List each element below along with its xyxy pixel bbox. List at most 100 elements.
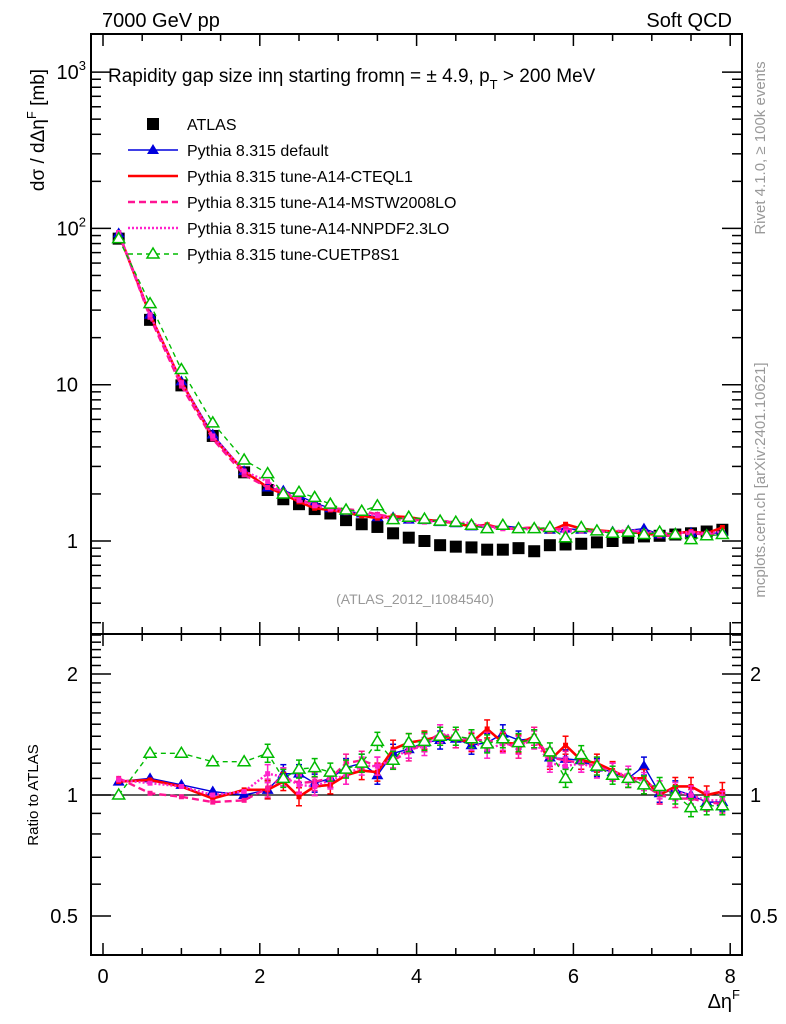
- main-plot-title-sub: T: [490, 77, 498, 92]
- ratio-data-point: [401, 735, 417, 748]
- ratio-data-point: [511, 735, 526, 748]
- main-data-point: [210, 433, 216, 439]
- main-series-line: [117, 232, 723, 535]
- ratio-data-point: [174, 745, 189, 759]
- main-data-point: [590, 536, 603, 549]
- main-y-axis-label-sup: F: [24, 111, 39, 119]
- rivet-version-label: Rivet 4.1.0, ≥ 100k events: [752, 61, 769, 234]
- ratio-data-point: [688, 792, 694, 798]
- x-axis-label-text: Δη: [708, 991, 732, 1013]
- main-series-pythia-8-315-tune-a14-mstw2008lo: [116, 230, 725, 539]
- legend-label: ATLAS: [187, 117, 237, 134]
- main-data-point: [275, 486, 291, 499]
- ratio-data-point: [111, 787, 127, 800]
- main-data-point: [528, 545, 541, 558]
- main-data-point: [605, 525, 620, 539]
- main-data-point: [448, 514, 464, 527]
- ratio-data-point: [605, 767, 620, 780]
- main-data-point: [575, 537, 588, 550]
- main-data-point: [142, 296, 158, 309]
- ratio-data-point: [620, 770, 636, 784]
- ratio-data-point: [265, 785, 271, 791]
- main-data-point: [291, 484, 307, 498]
- main-y-axis-label-unit: [mb]: [28, 69, 49, 111]
- main-data-point: [312, 503, 318, 509]
- main-data-point: [387, 527, 400, 540]
- main-series-line: [117, 232, 723, 537]
- ratio-y-tick-label: 1: [67, 785, 78, 807]
- main-data-point: [307, 489, 323, 503]
- main-data-point: [210, 436, 216, 442]
- main-data-point: [354, 503, 370, 517]
- main-data-point: [495, 517, 511, 531]
- legend-item: ATLAS: [147, 117, 237, 134]
- ratio-data-point: [147, 777, 153, 783]
- main-data-point: [715, 527, 730, 540]
- main-data-point: [542, 520, 558, 533]
- ratio-y-tick-label-right: 2: [750, 664, 761, 686]
- main-data-point: [174, 362, 189, 375]
- main-series-atlas: [112, 232, 729, 558]
- main-plot-title-text: Rapidity gap size inη starting fromη = ±…: [108, 66, 490, 87]
- analysis-watermark: (ATLAS_2012_I1084540): [336, 591, 494, 607]
- ratio-y-axis-label: Ratio to ATLAS: [25, 744, 42, 845]
- main-data-point: [265, 479, 271, 485]
- main-data-point: [636, 527, 652, 540]
- main-data-point: [402, 531, 415, 544]
- x-axis-label-sup: F: [732, 987, 740, 1002]
- main-data-point: [573, 520, 589, 533]
- ratio-data-point: [699, 798, 715, 811]
- main-data-point: [465, 541, 478, 554]
- ratio-data-point: [589, 758, 605, 771]
- main-data-point: [418, 535, 431, 547]
- x-tick-label: 0: [97, 966, 108, 988]
- ratio-data-point: [526, 731, 542, 744]
- ratio-y-tick-label-right: 0.5: [750, 906, 778, 928]
- ratio-data-point: [417, 733, 432, 747]
- ratio-data-point: [484, 726, 490, 732]
- main-data-point: [699, 528, 715, 541]
- main-data-point: [323, 496, 338, 509]
- ratio-data-point: [147, 780, 153, 786]
- ratio-data-point: [296, 782, 302, 788]
- main-data-point: [543, 539, 556, 552]
- ratio-axis-ticks: 0 2 4 6 8 2 2 1 1 0.5 0.5: [50, 634, 778, 988]
- ratio-data-point: [142, 745, 158, 759]
- ratio-series-pythia-8-315-tune-cuetp8s1: [111, 726, 730, 818]
- main-data-point: [526, 521, 542, 534]
- main-data-point: [385, 512, 401, 525]
- ratio-data-point: [547, 760, 553, 766]
- main-data-point: [241, 472, 247, 478]
- ratio-series-pythia-8-315-tune-a14-mstw2008lo: [116, 724, 726, 814]
- ratio-data-point: [178, 783, 184, 789]
- main-series-pythia-8-315-default: [112, 227, 729, 539]
- ratio-data-point: [116, 777, 122, 783]
- ratio-series-pythia-8-315-default: [112, 724, 729, 812]
- ratio-data-point: [636, 777, 652, 790]
- main-y-tick-label: 10: [56, 375, 78, 397]
- ratio-data-point: [338, 761, 354, 774]
- ratio-data-point: [241, 797, 247, 803]
- main-data-layer: [111, 227, 730, 558]
- main-data-point: [338, 502, 354, 515]
- ratio-data-point: [573, 747, 589, 760]
- x-tick-label: 8: [725, 966, 736, 988]
- ratio-data-point: [683, 800, 699, 813]
- legend-label: Pythia 8.315 tune-A14-NNPDF2.3LO: [187, 221, 449, 238]
- main-data-point: [265, 484, 271, 490]
- ratio-data-point: [241, 789, 247, 795]
- main-data-point: [667, 527, 683, 540]
- main-data-point: [340, 514, 353, 527]
- ratio-data-point: [563, 742, 569, 748]
- main-data-point: [401, 509, 417, 522]
- main-series-pythia-8-315-tune-a14-nnpdf2-3lo: [116, 230, 725, 536]
- legend-label: Pythia 8.315 tune-A14-MSTW2008LO: [187, 195, 456, 212]
- main-data-point: [147, 312, 153, 318]
- main-data-point: [434, 539, 447, 552]
- ratio-data-point: [432, 728, 448, 742]
- main-data-point: [178, 383, 184, 389]
- ratio-data-point: [312, 783, 318, 789]
- main-data-point: [511, 521, 526, 534]
- x-tick-label: 4: [411, 966, 422, 988]
